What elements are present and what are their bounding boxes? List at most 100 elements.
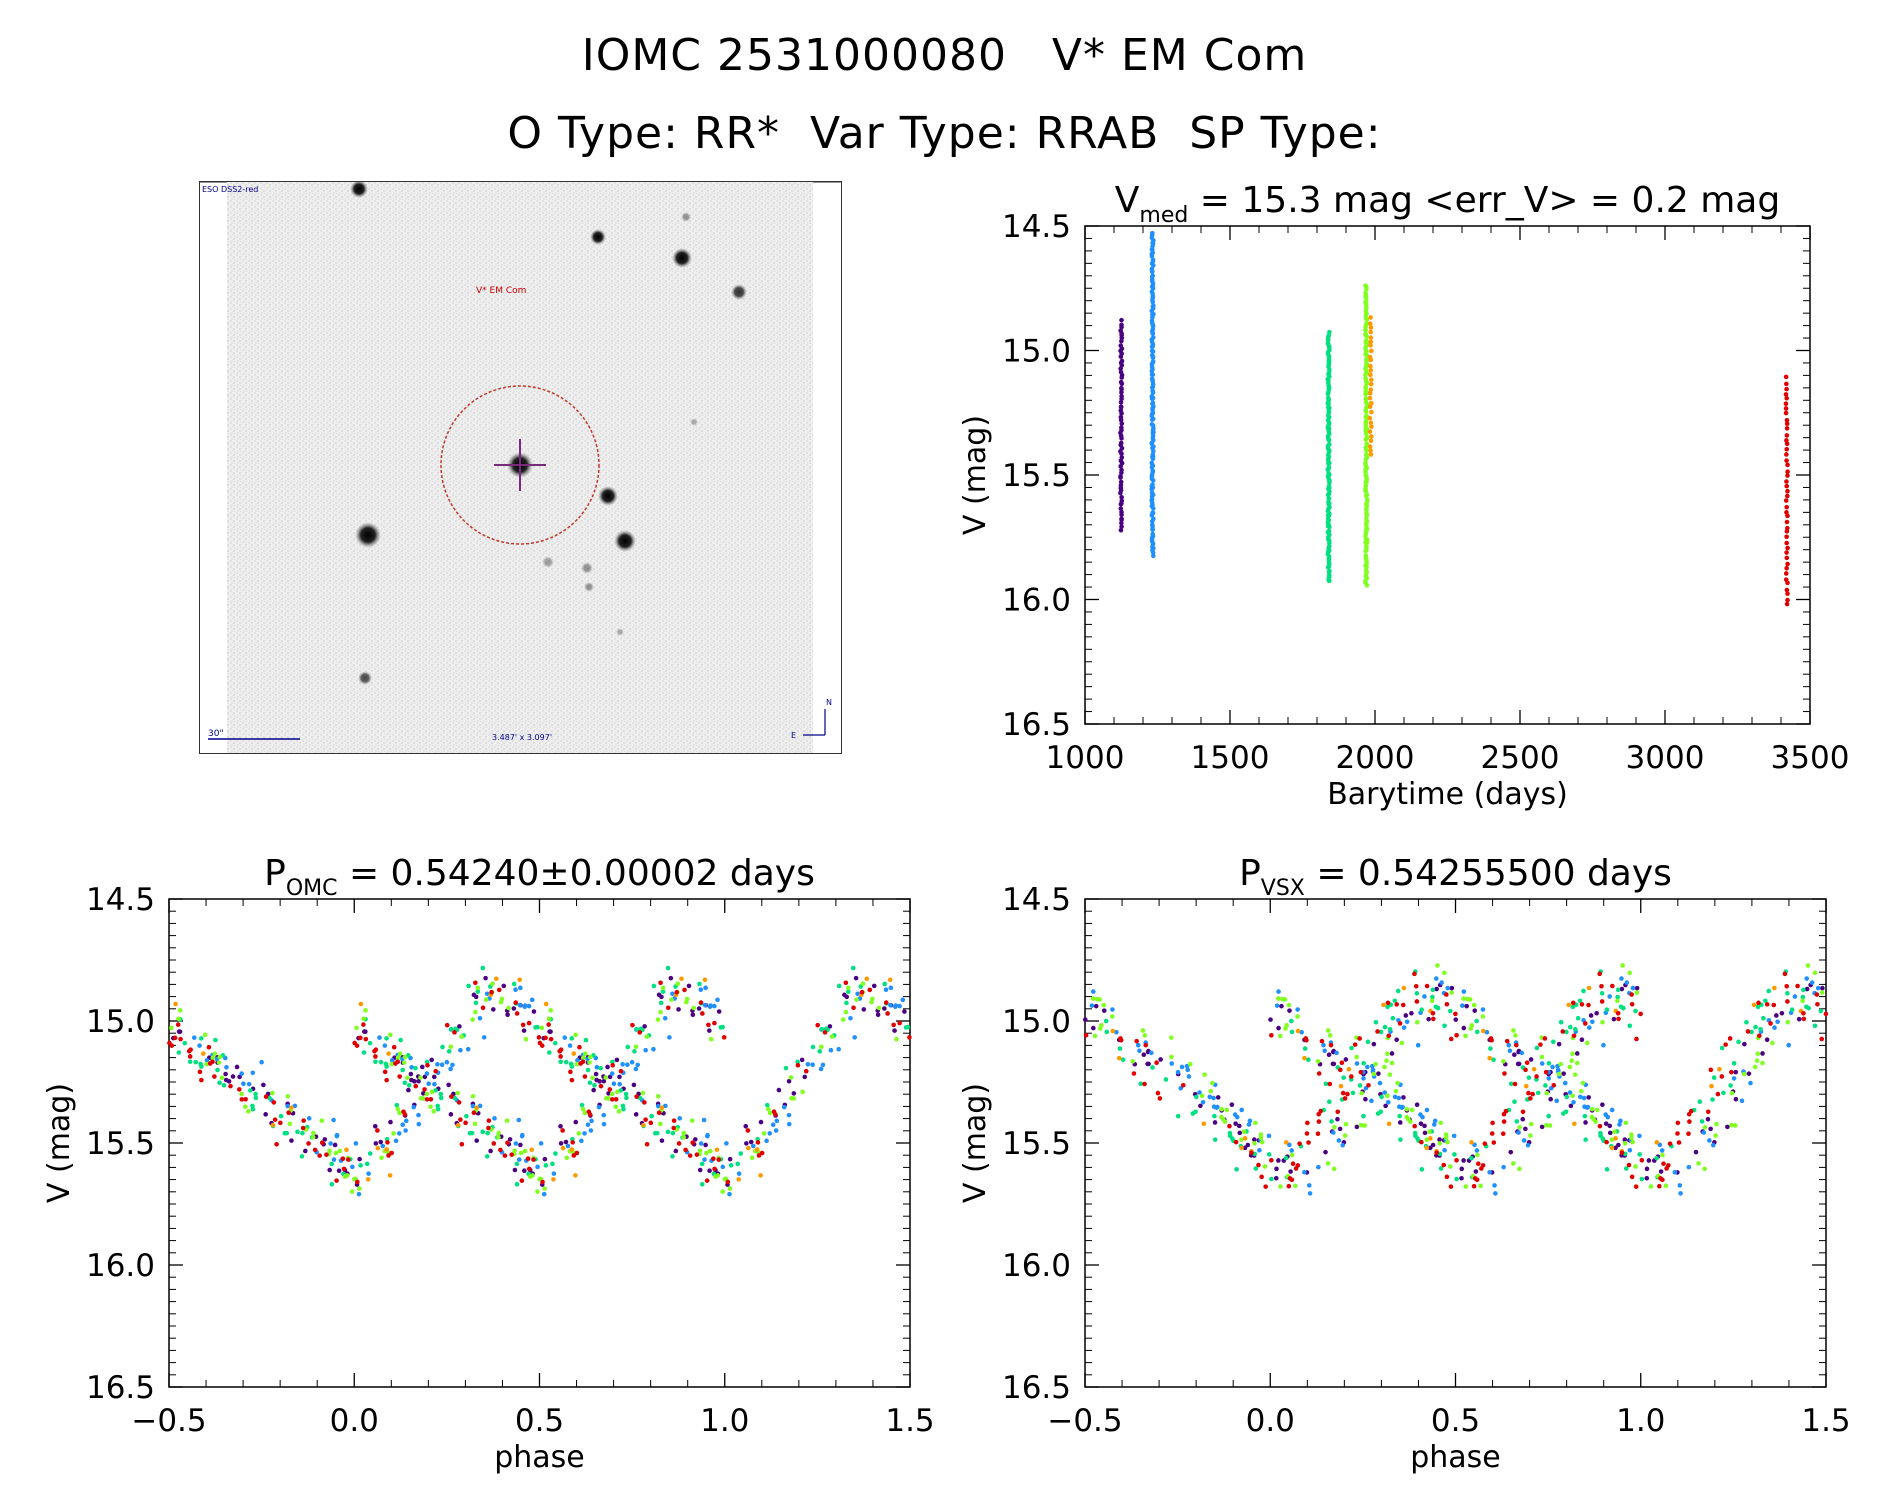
data-point: [1784, 529, 1790, 534]
data-point: [486, 1125, 491, 1131]
data-point: [1368, 325, 1374, 330]
chart-title-line-1: IOMC 2531000080 V* EM Com: [581, 30, 1308, 81]
data-point: [1378, 1109, 1384, 1115]
data-point: [377, 1035, 382, 1040]
x-tick-label: 2500: [1481, 740, 1560, 776]
data-point: [1297, 1141, 1302, 1146]
data-point: [289, 1105, 294, 1110]
data-point: [499, 996, 505, 1002]
data-point: [1646, 1158, 1652, 1163]
data-point: [844, 994, 850, 1000]
data-point: [698, 987, 704, 992]
data-point: [1772, 985, 1777, 991]
data-point: [1431, 1122, 1437, 1127]
data-point: [1289, 1148, 1294, 1153]
data-point: [683, 1147, 688, 1153]
data-point: [1368, 420, 1374, 426]
data-point: [1543, 1122, 1549, 1128]
data-point: [1507, 1048, 1513, 1054]
data-point: [1091, 989, 1096, 994]
chart-title-line-2: O Type: RR* Var Type: RRAB SP Type:: [507, 108, 1382, 159]
data-point: [1784, 452, 1789, 457]
data-point: [306, 1141, 311, 1146]
data-point: [1444, 1174, 1450, 1180]
data-point: [1146, 1061, 1151, 1067]
data-point: [1276, 1025, 1281, 1031]
scale-label: 30": [208, 729, 224, 739]
data-point: [223, 1071, 228, 1077]
data-point: [1551, 1083, 1557, 1088]
data-point: [175, 1022, 181, 1027]
data-point: [1385, 1051, 1390, 1057]
data-point: [1364, 317, 1370, 322]
y-axis-label: V (mag): [958, 415, 993, 535]
data-point: [1398, 1137, 1403, 1142]
data-point: [633, 1066, 639, 1072]
data-point: [1090, 996, 1096, 1001]
data-point: [480, 965, 486, 971]
data-point: [1412, 971, 1417, 977]
data-point: [1202, 1072, 1207, 1077]
data-point: [676, 1141, 682, 1146]
data-point: [670, 991, 675, 997]
data-point: [458, 1117, 463, 1122]
data-point: [1149, 417, 1155, 423]
data-point: [404, 1118, 409, 1124]
data-point: [569, 1077, 575, 1083]
data-point: [828, 1047, 834, 1053]
data-point: [1404, 1019, 1410, 1025]
data-point: [1321, 1042, 1326, 1048]
data-point: [1677, 1183, 1683, 1188]
data-point: [1198, 1103, 1203, 1109]
data-point: [215, 1067, 220, 1073]
data-point: [230, 1074, 236, 1079]
data-point: [1708, 1067, 1714, 1073]
data-point: [817, 1049, 823, 1054]
data-point: [1418, 1121, 1424, 1126]
data-point: [1634, 990, 1640, 995]
data-point: [1511, 1161, 1516, 1166]
data-point: [1369, 1098, 1374, 1104]
data-point: [1120, 1057, 1126, 1063]
data-point: [1502, 1071, 1507, 1076]
data-point: [1274, 1166, 1279, 1172]
data-point: [1599, 983, 1604, 989]
data-point: [758, 1173, 763, 1178]
data-point: [580, 1059, 586, 1065]
data-point: [212, 1074, 217, 1079]
data-point: [846, 985, 851, 991]
data-point: [843, 1009, 849, 1015]
data-point: [1219, 1114, 1224, 1120]
data-point: [598, 1083, 604, 1089]
data-point: [1564, 1029, 1569, 1035]
data-point: [1785, 469, 1790, 474]
finder-chart-svg: ESO DSS2-red V* EM Com 30" 3.487' x 3.09…: [200, 182, 841, 753]
data-point: [1253, 1120, 1258, 1126]
data-point: [1363, 409, 1369, 414]
data-point: [444, 1059, 450, 1065]
data-point: [1354, 1054, 1359, 1060]
data-point: [358, 1035, 363, 1041]
data-point: [358, 1001, 364, 1007]
data-point: [1256, 1162, 1261, 1168]
data-point: [1504, 1038, 1510, 1044]
data-point: [585, 1067, 591, 1073]
data-point: [416, 1121, 422, 1127]
data-point: [176, 1050, 182, 1055]
data-point: [1570, 1004, 1576, 1010]
data-point: [1658, 1176, 1663, 1181]
data-point: [1253, 1166, 1259, 1171]
data-point: [724, 1141, 729, 1146]
data-point: [1150, 1065, 1155, 1070]
data-point: [1629, 1132, 1634, 1137]
data-point: [1427, 1129, 1432, 1135]
data-point: [689, 1118, 695, 1123]
y-tick-label: 16.0: [86, 1248, 155, 1284]
data-point: [401, 1060, 407, 1065]
data-point: [894, 1036, 899, 1042]
data-point: [644, 1141, 650, 1147]
data-point: [1363, 372, 1368, 378]
data-point: [295, 1129, 300, 1135]
data-point: [791, 1096, 797, 1101]
data-point: [366, 1171, 371, 1176]
